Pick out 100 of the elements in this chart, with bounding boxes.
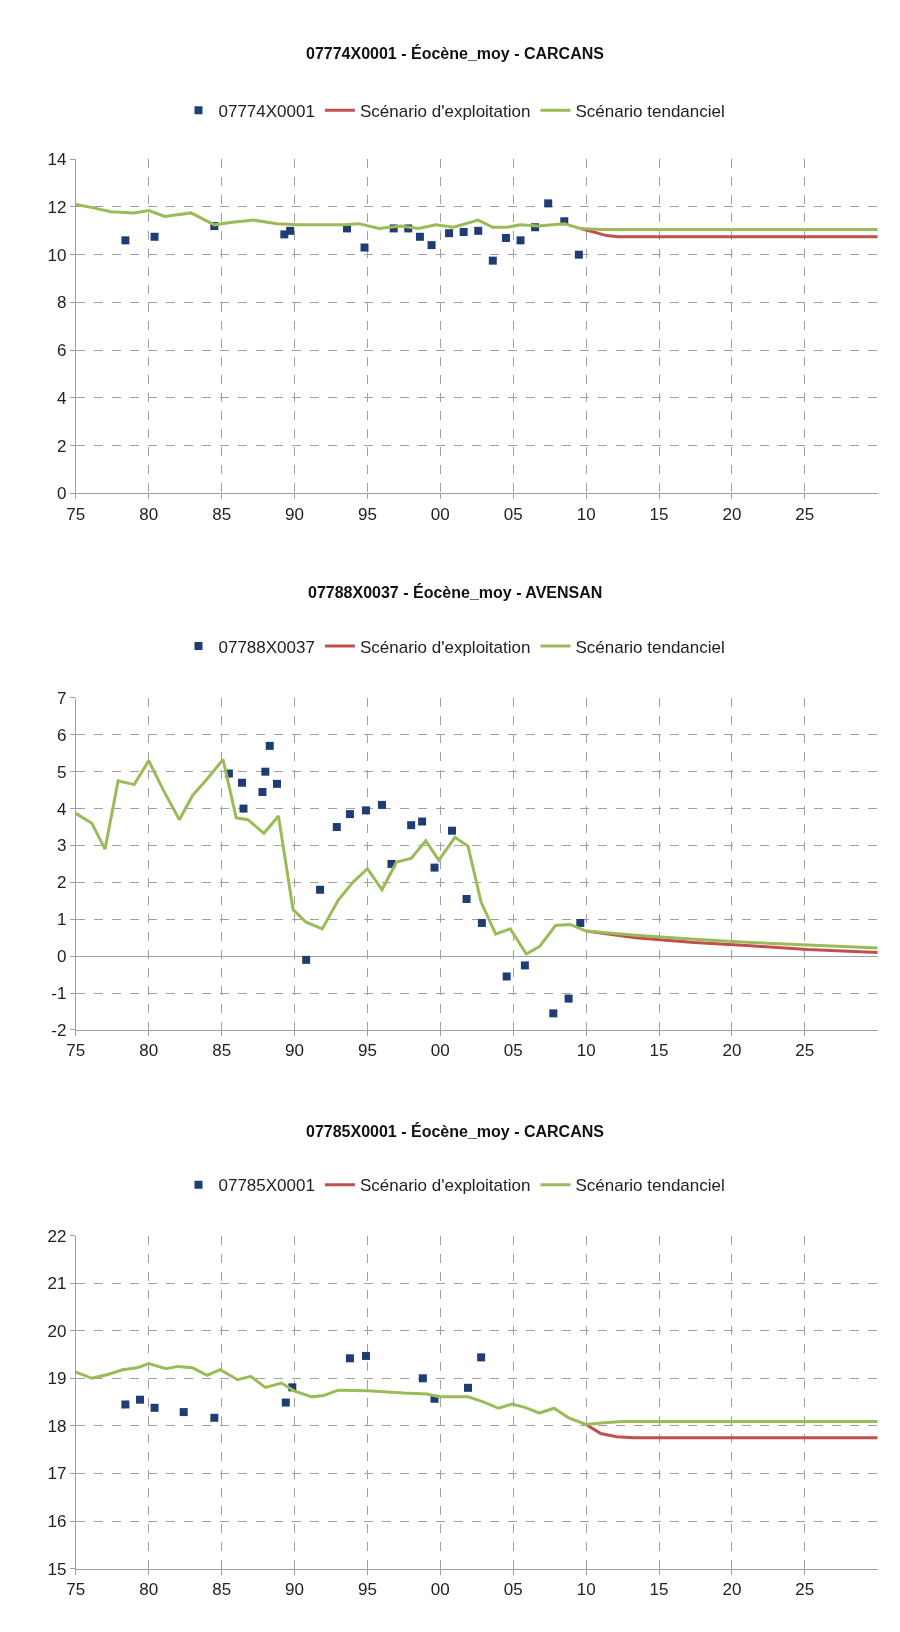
x-tick-label: 05 [503,504,523,524]
y-tick-label: -1 [51,984,67,1004]
point [238,778,247,787]
point [258,787,267,796]
x-tick-label: 85 [212,504,232,524]
y-tick-label: -2 [51,1020,67,1040]
y-tick-label: 2 [56,873,67,893]
point [135,1395,144,1404]
legend-label: Scénario d'exploitation [359,637,531,657]
x-tick-label: 05 [503,1580,523,1600]
point [316,885,325,894]
legend-label: 07785X0001 [218,1176,315,1196]
chart-title: 07774X0001 - Éocène_moy - CARCANS [306,44,605,62]
x-tick-label: 75 [66,1041,86,1061]
y-tick-label: 12 [47,197,67,217]
y-tick-label: 14 [47,150,67,170]
point [477,918,486,927]
x-tick-label: 85 [212,1580,232,1600]
point [502,972,511,981]
legend-label: Scénario d'exploitation [359,101,531,121]
x-tick-label: 25 [795,1580,815,1600]
point [459,228,468,237]
legend-label: 07788X0037 [218,637,315,657]
y-tick-label: 15 [47,1559,67,1579]
point [418,1374,427,1383]
x-tick-label: 75 [66,504,86,524]
y-tick-label: 18 [47,1416,67,1436]
x-tick-label: 95 [357,504,377,524]
x-tick-label: 80 [139,1041,159,1061]
x-tick-label: 75 [66,1580,86,1600]
x-tick-label: 25 [795,504,815,524]
point [345,810,354,819]
chart-title: 07785X0001 - Éocène_moy - CARCANS [306,1122,605,1140]
point [261,767,270,776]
point [121,236,130,245]
y-tick-label: 6 [56,725,67,745]
point [345,1354,354,1363]
point [179,1408,188,1417]
point [464,1383,473,1392]
x-tick-label: 10 [576,1041,596,1061]
y-tick-label: 8 [56,293,67,313]
x-tick-label: 85 [212,1041,232,1061]
legend-label: 07774X0001 [218,101,315,121]
y-tick-label: 22 [47,1226,67,1246]
x-tick-label: 20 [722,1580,742,1600]
x-tick-label: 25 [795,1041,815,1061]
point [407,821,416,830]
point [360,243,369,252]
point [427,241,436,250]
point [378,800,386,809]
point [273,779,282,788]
point [430,863,439,872]
legend-label: Scénario d'exploitation [359,1176,531,1196]
y-tick-label: 6 [56,341,67,361]
point [477,1353,486,1362]
point [574,250,583,259]
y-tick-label: 5 [56,762,67,782]
y-tick-label: 3 [56,836,67,856]
x-tick-label: 80 [139,504,159,524]
point [332,823,341,832]
point [549,1009,558,1018]
x-tick-label: 90 [285,1580,304,1600]
y-tick-label: 4 [56,388,67,408]
point [361,1351,370,1360]
x-tick-label: 15 [649,504,669,524]
x-tick-label: 20 [722,1041,742,1061]
x-tick-label: 00 [430,1580,450,1600]
point [501,233,510,242]
point [520,961,529,970]
y-tick-label: 10 [47,245,67,265]
x-tick-label: 20 [722,504,742,524]
x-tick-label: 15 [649,1041,669,1061]
point [265,741,274,750]
x-tick-label: 15 [649,1580,669,1600]
x-tick-label: 90 [285,504,304,524]
y-tick-label: 19 [47,1369,67,1389]
x-tick-label: 10 [576,504,596,524]
y-tick-label: 0 [56,484,67,504]
x-tick-label: 80 [139,1580,159,1600]
point [239,804,248,813]
point [415,232,424,241]
point [445,229,454,238]
y-tick-label: 17 [47,1464,67,1484]
point [210,1413,219,1422]
point [121,1400,130,1409]
y-tick-label: 21 [47,1274,67,1294]
point [544,199,553,208]
legend-label: Scénario tendanciel [575,637,725,657]
point [564,994,573,1003]
point [302,955,311,964]
point [150,1403,159,1412]
x-tick-label: 95 [357,1580,377,1600]
x-tick-label: 10 [576,1580,596,1600]
point [418,817,427,826]
y-tick-label: 16 [47,1511,67,1531]
y-tick-label: 20 [47,1321,67,1341]
x-tick-label: 00 [430,504,450,524]
y-tick-label: 7 [56,688,67,708]
point [516,236,525,245]
x-tick-label: 05 [503,1041,523,1061]
